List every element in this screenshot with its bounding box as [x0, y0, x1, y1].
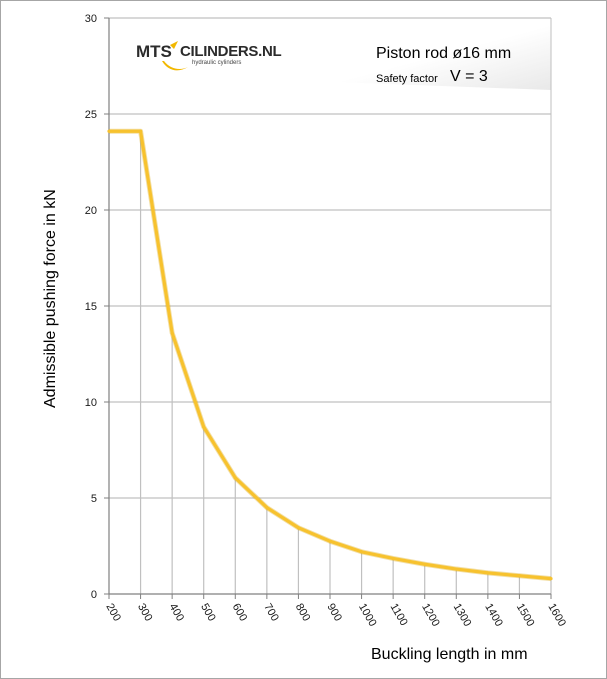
x-tick-label-600: 600	[230, 602, 250, 624]
logo-brand: MTS	[136, 42, 172, 61]
x-tick-label-500: 500	[198, 602, 218, 624]
data-point-1200	[423, 562, 427, 566]
data-point-1100	[391, 556, 395, 561]
series-layer	[107, 128, 553, 582]
x-tick-label-1400: 1400	[482, 602, 505, 629]
x-tick-label-1100: 1100	[388, 602, 410, 628]
logo-tagline: hydraulic cylinders	[192, 60, 241, 66]
series-line-0	[109, 129, 552, 581]
y-tick-label-10: 10	[85, 397, 97, 409]
y-axis-title: Admissible pushing force in kN	[42, 189, 59, 408]
tick-layer: 0 5 10 15 20 25 30 200 300 400 500 600 700 800 900 1000…	[85, 13, 568, 629]
plot-background-fade	[280, 18, 551, 90]
grid-layer	[109, 17, 552, 594]
data-point-300	[138, 129, 143, 133]
y-tick-label-15: 15	[85, 301, 97, 313]
safety-factor-value: V = 3	[450, 68, 488, 85]
x-tick-label-1000: 1000	[356, 602, 379, 629]
y-tick-label-0: 0	[91, 589, 97, 601]
y-tick-label-5: 5	[91, 493, 97, 505]
data-point-1400	[486, 571, 490, 575]
data-point-600	[233, 476, 237, 480]
x-tick-label-1500: 1500	[514, 602, 537, 629]
x-tick-label-300: 300	[135, 602, 155, 624]
data-point-800	[296, 526, 301, 530]
data-point-1300	[454, 567, 458, 571]
data-point-700	[265, 506, 269, 510]
safety-factor-label: Safety factor	[376, 73, 438, 85]
data-point-500	[202, 425, 206, 429]
y-tick-label-30: 30	[85, 13, 97, 25]
data-point-1000	[359, 550, 364, 554]
series-line-shadow-0	[109, 128, 552, 582]
mts-logo: MTS CILINDERS.NL hydraulic cylinders	[136, 41, 282, 71]
x-tick-label-200: 200	[103, 602, 123, 624]
chart-title: Piston rod ø16 mm	[376, 45, 512, 62]
logo-swoosh-arc	[162, 61, 188, 71]
logo-name: CILINDERS.NL	[180, 43, 282, 60]
x-tick-label-1200: 1200	[419, 602, 442, 629]
logo-swoosh-icon	[170, 41, 178, 49]
data-point-200	[107, 129, 111, 133]
x-tick-label-400: 400	[167, 602, 187, 624]
x-axis-title: Buckling length in mm	[371, 646, 528, 663]
x-tick-label-800: 800	[293, 602, 313, 624]
data-point-1500	[517, 574, 522, 578]
x-tick-label-1300: 1300	[451, 602, 474, 629]
x-tick-label-900: 900	[324, 602, 344, 624]
data-point-1600	[549, 577, 553, 581]
x-tick-label-700: 700	[261, 602, 281, 624]
x-tick-label-1600: 1600	[545, 602, 568, 629]
data-point-400	[170, 331, 174, 335]
y-tick-label-20: 20	[85, 205, 97, 217]
y-tick-label-25: 25	[85, 109, 97, 121]
data-point-900	[328, 539, 332, 543]
